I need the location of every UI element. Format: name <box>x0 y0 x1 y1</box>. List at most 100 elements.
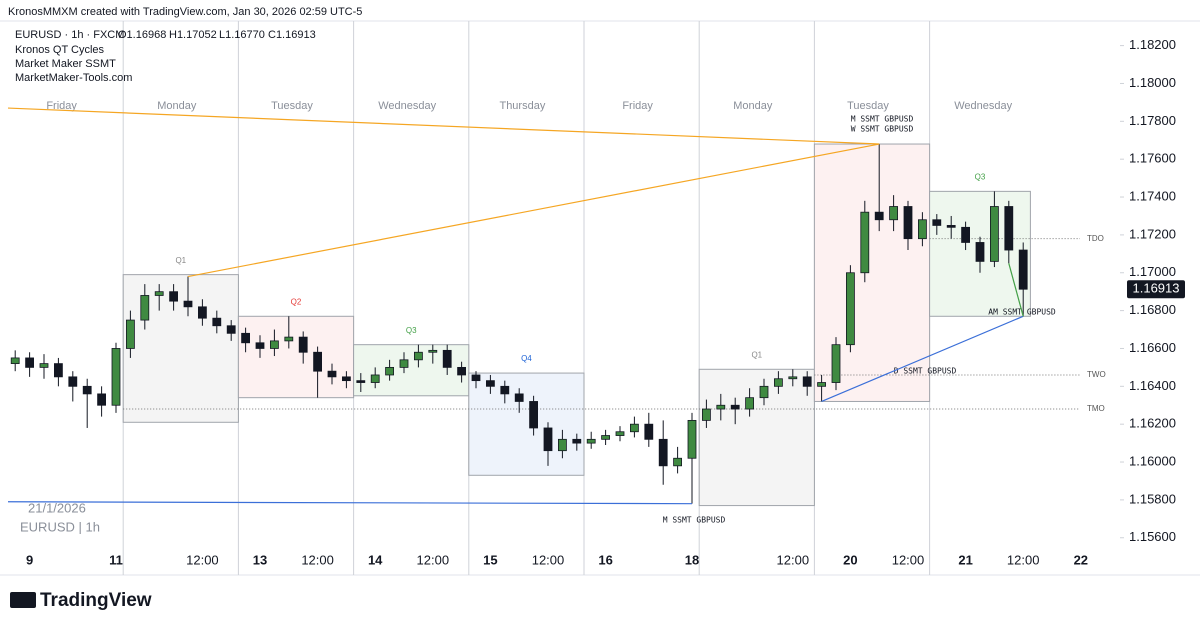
day-label: Friday <box>622 100 653 112</box>
candle-body <box>730 404 740 410</box>
trendline <box>7 501 693 505</box>
last-price-label: 1.16913 <box>1133 281 1180 296</box>
candle-body <box>558 438 567 452</box>
day-label: Tuesday <box>847 100 889 112</box>
candle-body <box>817 382 826 387</box>
symbol-title: EURUSD · 1h · FXCM <box>15 29 124 41</box>
y-tick-label: 1.18200 <box>1129 37 1176 52</box>
candle-body <box>788 376 798 380</box>
candle-body <box>529 401 538 429</box>
candle-body <box>385 366 395 376</box>
candle-body <box>457 366 467 376</box>
ohlc-low: L1.16770 <box>219 29 265 41</box>
x-tick-label: 12:00 <box>1007 552 1040 567</box>
candle-body <box>169 291 179 302</box>
candle-body <box>10 357 20 365</box>
candle-body <box>226 325 236 334</box>
y-tick-label: 1.16600 <box>1129 340 1176 355</box>
candle-body <box>255 342 265 349</box>
candle-body <box>1004 206 1014 251</box>
day-label: Monday <box>157 100 197 112</box>
candle-body <box>68 376 78 387</box>
candle-body <box>370 374 380 383</box>
y-tick-label: 1.17600 <box>1129 151 1176 166</box>
session-box <box>698 368 815 507</box>
y-tick-label: 1.17200 <box>1129 226 1176 241</box>
session-box <box>468 372 585 476</box>
candle-body <box>601 435 610 440</box>
day-label: Wednesday <box>378 100 436 112</box>
candle-body <box>399 359 409 368</box>
candle-body <box>284 336 294 342</box>
level-label: TDO <box>1087 234 1104 243</box>
x-tick-label: 11 <box>109 552 123 567</box>
candle-body <box>716 404 726 410</box>
candle-body <box>471 374 481 382</box>
x-tick-label: 14 <box>368 552 383 567</box>
candle-body <box>82 385 92 395</box>
candle-body <box>39 363 49 368</box>
candle-body <box>298 336 308 353</box>
candle-body <box>485 380 495 387</box>
candle-body <box>889 206 898 221</box>
watermark-date: 21/1/2026 <box>28 500 86 515</box>
x-tick-label: 12:00 <box>186 552 219 567</box>
day-label: Monday <box>733 100 773 112</box>
x-tick-label: 21 <box>958 552 972 567</box>
logo-icon <box>10 592 36 608</box>
last-price-box <box>1127 280 1185 299</box>
candle-body <box>442 349 452 368</box>
candle-body <box>241 332 251 344</box>
candle-body <box>802 376 812 387</box>
box-label: Q3 <box>406 326 417 335</box>
annotation: M SSMT GBPUSD <box>851 115 914 124</box>
candle-body <box>903 206 913 240</box>
annotation: D SSMT GBPUSD <box>894 367 957 376</box>
candle-body <box>874 211 884 221</box>
candle-body <box>961 226 970 243</box>
indicator: MarketMaker-Tools.com <box>15 72 132 84</box>
candle-body <box>97 393 106 406</box>
x-tick-label: 15 <box>483 552 497 567</box>
box-label: Q1 <box>175 256 186 265</box>
candle-body <box>327 370 337 378</box>
candle-body <box>140 295 150 321</box>
y-tick-label: 1.17400 <box>1129 188 1176 203</box>
candle-body <box>356 380 366 383</box>
trendline <box>1008 263 1024 317</box>
candle-body <box>543 427 553 452</box>
y-tick-label: 1.16800 <box>1129 302 1176 317</box>
y-tick-label: 1.16400 <box>1129 378 1176 393</box>
indicator: Market Maker SSMT <box>15 58 116 70</box>
candle-body <box>745 397 754 410</box>
box-label: Q1 <box>751 350 762 359</box>
day-label: Friday <box>46 100 77 112</box>
day-label: Wednesday <box>954 100 1012 112</box>
candle-body <box>154 291 164 296</box>
candle-body <box>126 319 135 349</box>
y-tick-label: 1.16000 <box>1129 453 1176 468</box>
candle-body <box>212 317 222 327</box>
candle-body <box>759 385 769 399</box>
x-tick-label: 12:00 <box>301 552 334 567</box>
candle-body <box>918 219 927 240</box>
candle-body <box>197 306 207 319</box>
candle-body <box>831 344 841 383</box>
watermark-symbol: EURUSD | 1h <box>20 519 100 534</box>
x-tick-label: 13 <box>253 552 267 567</box>
y-tick-label: 1.15600 <box>1129 529 1176 544</box>
candle-body <box>514 393 524 402</box>
y-tick-label: 1.18000 <box>1129 75 1176 90</box>
ohlc-close: C1.16913 <box>268 29 316 41</box>
trendline <box>187 143 880 278</box>
candle-body <box>687 419 697 459</box>
y-tick-label: 1.15800 <box>1129 491 1176 506</box>
candle-body <box>413 351 423 361</box>
candle-body <box>658 438 668 467</box>
trendline <box>7 107 880 145</box>
y-tick-label: 1.16200 <box>1129 416 1176 431</box>
candle-body <box>846 272 855 346</box>
y-tick-label: 1.17800 <box>1129 113 1176 128</box>
